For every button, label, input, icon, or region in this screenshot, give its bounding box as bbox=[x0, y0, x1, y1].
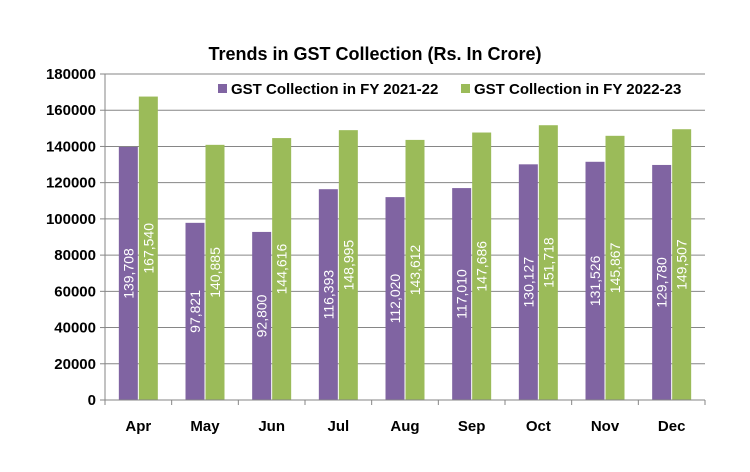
axes bbox=[104, 74, 706, 405]
y-tick-label: 60000 bbox=[54, 283, 96, 300]
bar-oct-series-1 bbox=[518, 164, 538, 400]
data-label: 112,020 bbox=[387, 274, 403, 324]
y-tick-label: 100000 bbox=[46, 211, 96, 228]
bar-jul-series-1 bbox=[318, 189, 338, 400]
grid-lines bbox=[105, 73, 705, 365]
bar-sep-series-1 bbox=[452, 188, 472, 400]
x-category-label: Apr bbox=[125, 418, 151, 435]
bar-aug-series-2 bbox=[405, 139, 425, 400]
data-label: 117,010 bbox=[454, 269, 470, 319]
data-label: 149,507 bbox=[674, 239, 690, 290]
data-label: 131,526 bbox=[587, 255, 603, 306]
bar-jun-series-2 bbox=[272, 138, 292, 400]
data-label: 147,686 bbox=[474, 241, 490, 292]
legend-swatch-series-2 bbox=[461, 84, 470, 93]
data-label: 139,708 bbox=[120, 248, 136, 299]
y-tick-label: 80000 bbox=[54, 247, 96, 264]
bar-nov-series-1 bbox=[585, 161, 605, 400]
y-tick-label: 120000 bbox=[46, 175, 96, 192]
y-tick-label: 180000 bbox=[46, 66, 96, 83]
data-label: 129,780 bbox=[654, 257, 670, 308]
bar-sep-series-2 bbox=[472, 132, 492, 401]
bar-apr-series-2 bbox=[138, 96, 158, 401]
x-category-label: Aug bbox=[390, 418, 419, 435]
data-label: 144,616 bbox=[274, 244, 290, 295]
x-category-label: May bbox=[190, 418, 220, 435]
x-category-label: Jun bbox=[258, 418, 285, 435]
legend-swatch-series-1 bbox=[218, 84, 227, 93]
data-label: 167,540 bbox=[140, 223, 156, 274]
x-category-label: Sep bbox=[458, 418, 486, 435]
data-label: 151,718 bbox=[540, 237, 556, 288]
y-tick-label: 20000 bbox=[54, 356, 96, 373]
data-label: 143,612 bbox=[407, 244, 423, 295]
y-axis-ticks: 0 20000 40000 60000 80000 100000 120000 140000 1… bbox=[46, 66, 105, 409]
legend-label-series-2: GST Collection in FY 2022-23 bbox=[474, 81, 681, 98]
chart-title: Trends in GST Collection (Rs. In Crore) bbox=[208, 44, 541, 64]
bar-dec-series-2 bbox=[672, 129, 692, 401]
data-label: 116,393 bbox=[320, 270, 336, 320]
x-axis-categories: Apr May Jun Jul Aug Sep Oct Nov Dec bbox=[125, 418, 685, 435]
x-category-label: Oct bbox=[526, 418, 551, 435]
bar-may-series-1 bbox=[185, 222, 205, 400]
x-category-label: Dec bbox=[658, 418, 686, 435]
bar-nov-series-2 bbox=[605, 135, 625, 400]
data-label: 140,885 bbox=[207, 247, 223, 298]
bar-dec-series-1 bbox=[652, 164, 672, 400]
bars bbox=[118, 96, 692, 401]
bar-aug-series-1 bbox=[385, 197, 405, 400]
data-label: 92,800 bbox=[254, 294, 270, 337]
y-tick-label: 0 bbox=[88, 392, 96, 409]
x-category-label: Jul bbox=[327, 418, 349, 435]
data-label: 145,867 bbox=[607, 242, 623, 293]
bar-may-series-2 bbox=[205, 144, 225, 400]
legend-label-series-1: GST Collection in FY 2021-22 bbox=[231, 81, 438, 98]
data-label: 97,821 bbox=[187, 290, 203, 333]
bar-apr-series-1 bbox=[118, 146, 138, 400]
bar-jun-series-1 bbox=[252, 231, 272, 400]
bar-jul-series-2 bbox=[338, 130, 358, 400]
legend: GST Collection in FY 2021-22 GST Collecti… bbox=[218, 81, 681, 98]
data-label: 130,127 bbox=[520, 257, 536, 308]
y-tick-label: 40000 bbox=[54, 320, 96, 337]
x-category-label: Nov bbox=[591, 418, 620, 435]
data-label: 148,995 bbox=[340, 240, 356, 291]
bar-oct-series-2 bbox=[538, 125, 558, 400]
y-tick-label: 140000 bbox=[46, 138, 96, 155]
y-tick-label: 160000 bbox=[46, 102, 96, 119]
